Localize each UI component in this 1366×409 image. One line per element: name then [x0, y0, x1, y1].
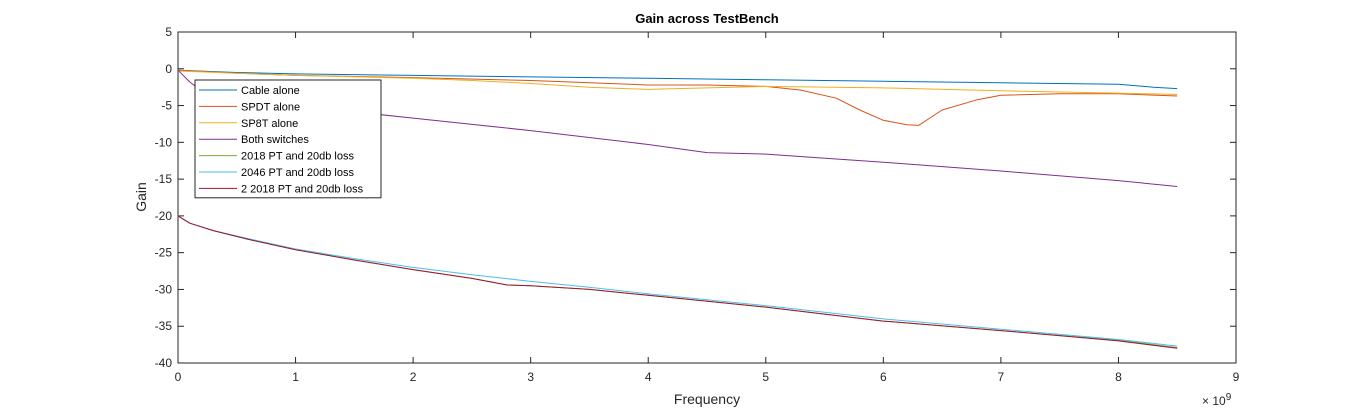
x-tick-label: 6	[880, 370, 887, 384]
axis-ticks: 0 1 2 3 4 5 6 7 8 9 5 0 -5 -10 -15 -20 -25 -30 -35 -40	[155, 25, 1240, 384]
x-tick-label: 5	[762, 370, 769, 384]
legend-entry: Cable alone	[241, 85, 300, 97]
series-lines	[177, 69, 1178, 349]
y-tick-label: -35	[155, 319, 173, 333]
y-axis-label: Gain	[133, 182, 149, 212]
legend-entry: 2046 PT and 20db loss	[241, 167, 354, 179]
series-line-1	[177, 69, 1178, 90]
x-tick-label: 8	[1115, 370, 1122, 384]
series-line-3	[177, 70, 1178, 95]
x-axis-label: Frequency	[674, 391, 740, 407]
y-tick-label: 5	[165, 25, 172, 39]
x-tick-label: 4	[645, 370, 652, 384]
legend-entry: Both switches	[241, 134, 309, 146]
y-tick-label: -5	[161, 99, 172, 113]
x-tick-label: 2	[410, 370, 417, 384]
x-tick-label: 1	[292, 370, 299, 384]
y-tick-label: -40	[155, 356, 173, 370]
legend-entry: 2 2018 PT and 20db loss	[241, 183, 364, 195]
y-tick-label: -15	[155, 172, 173, 186]
y-tick-label: -10	[155, 135, 173, 149]
x-tick-label: 9	[1233, 370, 1240, 384]
y-tick-label: -25	[155, 246, 173, 260]
series-line-7	[177, 215, 1178, 349]
legend-entry: 2018 PT and 20db loss	[241, 151, 354, 163]
x-multiplier-exponent: 9	[1226, 392, 1232, 403]
y-tick-label: -20	[155, 209, 173, 223]
legend-entry: SP8T alone	[241, 118, 298, 130]
series-line-2	[177, 69, 1178, 126]
legend: Cable alone SPDT alone SP8T alone Both swit…	[194, 79, 382, 199]
x-multiplier-base: × 10	[1202, 394, 1226, 408]
x-tick-label: 7	[998, 370, 1005, 384]
x-tick-label: 3	[527, 370, 534, 384]
legend-entry: SPDT alone	[241, 101, 300, 113]
y-tick-label: -30	[155, 282, 173, 296]
x-tick-label: 0	[175, 370, 182, 384]
y-tick-label: 0	[165, 62, 172, 76]
chart-title: Gain across TestBench	[635, 11, 779, 26]
x-axis-multiplier: × 109	[1202, 392, 1232, 408]
